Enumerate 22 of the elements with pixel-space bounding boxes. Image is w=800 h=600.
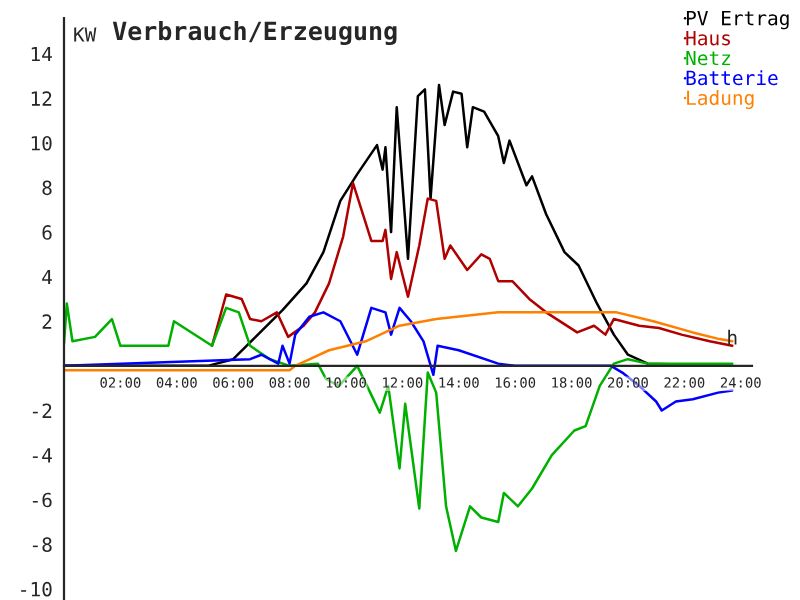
y-axis-title: KW — [74, 27, 97, 42]
legend-label: PV Ertrag — [686, 10, 789, 30]
y-tick-label: -4 — [32, 448, 52, 463]
y-tick-label: -2 — [32, 403, 52, 418]
y-tick-label: 4 — [42, 269, 52, 285]
legend-label: Haus — [686, 30, 730, 46]
legend-label: Netz — [686, 50, 731, 66]
chart-title: Verbrauch/Erzeugung — [112, 20, 397, 46]
y-tick-label: 6 — [42, 225, 52, 240]
y-tick-label: -8 — [32, 537, 52, 552]
y-tick-label: 8 — [42, 180, 52, 196]
legend-label: Batterie — [686, 70, 778, 86]
y-tick-label: -10 — [21, 581, 52, 597]
y-tick-label: -6 — [32, 492, 52, 508]
y-tick-label: 14 — [31, 46, 52, 62]
legend-label: Ladung — [687, 90, 754, 110]
line-series — [210, 181, 734, 348]
line-series — [64, 311, 734, 372]
y-tick-label: 2 — [42, 314, 52, 329]
annotation: h — [728, 329, 737, 345]
y-tick-label: 12 — [31, 91, 52, 106]
y-tick-label: 10 — [31, 135, 52, 151]
